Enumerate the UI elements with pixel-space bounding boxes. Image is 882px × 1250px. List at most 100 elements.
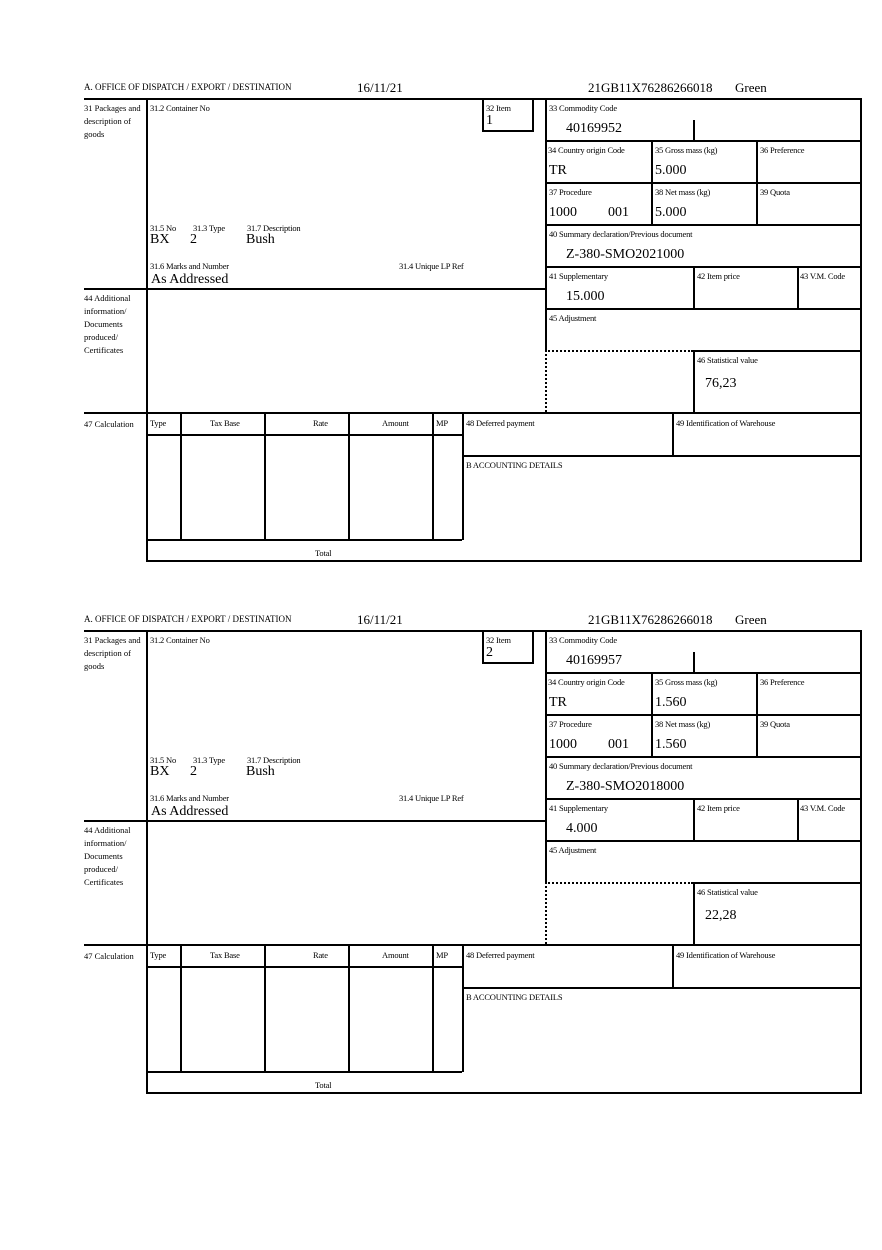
dotted-divider [545,882,693,884]
route-status: Green [735,612,767,627]
calc-mp-header: MP [436,418,448,428]
row-divider [545,798,862,800]
warehouse-label: 49 Identification of Warehouse [676,418,776,428]
procedure-label: 37 Procedure [549,719,592,729]
right-border [860,630,862,1094]
column-divider [797,798,799,840]
declaration-reference: 21GB11X76286266018 [588,612,713,627]
declaration-item-block: A. OFFICE OF DISPATCH / EXPORT / DESTINA… [0,0,882,562]
additional-info-label: 44 Additional information/ Documents pro… [84,825,131,887]
country-origin-value: TR [549,695,567,710]
procedure-sub-value: 001 [608,737,629,752]
column-divider [651,672,653,756]
package-type-value: 2 [190,232,197,247]
calc-column-divider [264,412,266,540]
commodity-code-label: 33 Commodity Code [549,635,617,645]
calc-mp-header: MP [436,950,448,960]
item-box-left [482,632,484,663]
calc-tax-base-header: Tax Base [210,418,240,428]
gross-mass-label: 35 Gross mass (kg) [655,677,718,687]
calc-type-header: Type [150,418,167,428]
unique-ref-label: 31.4 Unique LP Ref [399,793,464,803]
column-divider [756,140,758,224]
top-border [84,98,862,100]
calculation-label: 47 Calculation [84,419,134,429]
marks-value: As Addressed [151,804,229,819]
marks-label: 31.6 Marks and Number [150,261,229,271]
calculation-label: 47 Calculation [84,951,134,961]
row-divider [545,182,862,184]
commodity-divider [693,652,695,672]
top-border [84,630,862,632]
calc-type-header: Type [150,950,167,960]
package-description-label: 31.7 Description [247,755,301,765]
calc-total-divider [146,1071,462,1073]
package-description-label: 31.7 Description [247,223,301,233]
supplementary-label: 41 Supplementary [549,271,608,281]
country-origin-value: TR [549,163,567,178]
calc-rate-header: Rate [313,950,328,960]
deferred-payment-label: 48 Deferred payment [466,950,535,960]
calc-amount-header: Amount [382,418,409,428]
column-divider [672,412,674,456]
column-divider [651,140,653,224]
calc-header-divider [146,966,462,968]
gross-mass-label: 35 Gross mass (kg) [655,145,718,155]
net-mass-value: 1.560 [655,737,687,752]
preference-label: 36 Preference [760,677,805,687]
calc-total-divider [146,539,462,541]
calc-total-label: Total [315,548,332,558]
calc-column-divider [348,944,350,1072]
deferred-payment-label: 48 Deferred payment [466,418,535,428]
calc-right-border [462,944,464,1072]
row-divider [693,882,862,884]
procedure-sub-value: 001 [608,205,629,220]
item-value: 2 [486,645,493,660]
package-description-value: Bush [246,764,275,779]
bottom-border [146,560,862,562]
unique-ref-label: 31.4 Unique LP Ref [399,261,464,271]
item-label: 32 Item [486,635,511,645]
package-no-label: 31.5 No [150,755,176,765]
calc-rate-header: Rate [313,418,328,428]
package-type-label: 31.3 Type [193,223,225,233]
row-divider [462,455,862,457]
row-divider [545,266,862,268]
package-type-value: 2 [190,764,197,779]
statistical-value-value: 76,23 [705,376,737,391]
column-divider [797,266,799,308]
net-mass-label: 38 Net mass (kg) [655,719,711,729]
left-border [146,98,148,562]
section-divider [84,944,862,946]
supplementary-value: 4.000 [566,821,598,836]
row-divider [545,308,862,310]
calc-column-divider [180,412,182,540]
marks-label: 31.6 Marks and Number [150,793,229,803]
package-type-label: 31.3 Type [193,755,225,765]
package-no-value: BX [150,232,170,247]
previous-document-value: Z-380-SMO2021000 [566,247,685,262]
package-description-value: Bush [246,232,275,247]
accounting-details-label: B ACCOUNTING DETAILS [466,992,563,1002]
column-divider [756,672,758,756]
gross-mass-value: 5.000 [655,163,687,178]
declaration-date: 16/11/21 [357,612,403,627]
column-divider [672,944,674,988]
item-box-right [532,100,534,131]
commodity-code-label: 33 Commodity Code [549,103,617,113]
declaration-item-block: A. OFFICE OF DISPATCH / EXPORT / DESTINA… [0,532,882,1094]
calc-column-divider [264,944,266,1072]
vm-code-label: 43 V.M. Code [800,271,845,281]
accounting-details-label: B ACCOUNTING DETAILS [466,460,563,470]
declaration-reference: 21GB11X76286266018 [588,80,713,95]
package-no-value: BX [150,764,170,779]
calc-total-label: Total [315,1080,332,1090]
vm-code-label: 43 V.M. Code [800,803,845,813]
additional-info-label: 44 Additional information/ Documents pro… [84,293,131,355]
net-mass-label: 38 Net mass (kg) [655,187,711,197]
commodity-divider [693,120,695,140]
calc-column-divider [432,412,434,540]
section-divider [84,288,546,290]
procedure-value: 1000 [549,205,577,220]
marks-value: As Addressed [151,272,229,287]
